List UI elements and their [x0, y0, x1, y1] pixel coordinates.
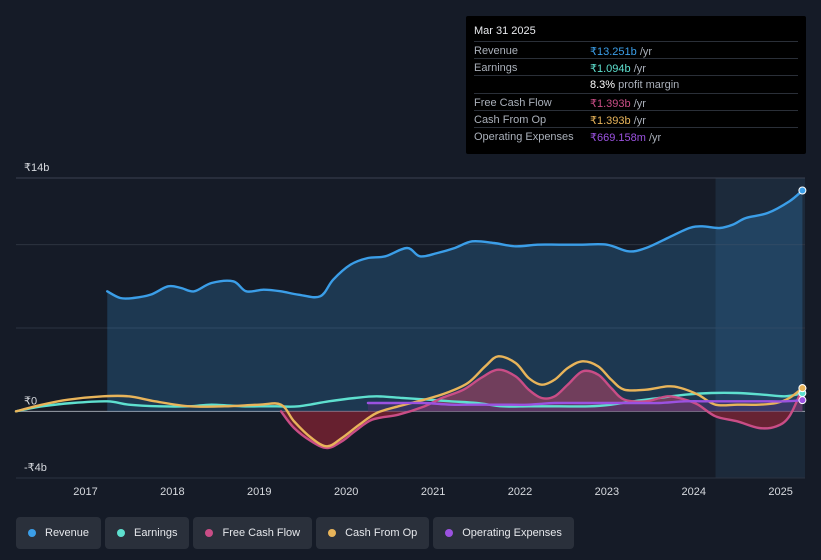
tooltip-row-value: 8.3% profit margin: [590, 79, 679, 91]
x-tick-label: 2021: [421, 486, 445, 498]
x-tick-label: 2018: [160, 486, 184, 498]
tooltip-value-suffix: /yr: [630, 63, 646, 76]
y-tick-label: -₹4b: [24, 462, 47, 474]
tooltip-value-suffix: /yr: [630, 97, 646, 110]
tooltip-row-label: Revenue: [474, 45, 519, 57]
x-tick-label: 2024: [682, 486, 706, 498]
tooltip-value-suffix: profit margin: [615, 79, 680, 92]
tooltip-row-value: ₹1.393b /yr: [590, 114, 646, 127]
operating-expenses-line: [366, 398, 804, 406]
tooltip-date: Mar 31 2025: [474, 25, 536, 37]
tooltip-row: Revenue ₹13.251b /yr: [474, 41, 798, 59]
tooltip-row-label: Operating Expenses: [474, 131, 574, 143]
legend-label: Operating Expenses: [462, 527, 562, 539]
x-tick-label: 2023: [595, 486, 619, 498]
x-tick-label: 2022: [508, 486, 532, 498]
revenue-area: [107, 190, 803, 412]
legend-dot-icon: [205, 529, 214, 537]
tooltip-row-value: ₹669.158m /yr: [590, 131, 661, 144]
operating-expenses-end-marker: [798, 396, 807, 405]
tooltip-row: Cash From Op ₹1.393b /yr: [474, 109, 798, 128]
legend-item-revenue[interactable]: Revenue: [16, 517, 102, 549]
tooltip-row-label: Cash From Op: [474, 113, 547, 126]
end-markers: [798, 186, 807, 405]
legend-item-operating-expenses[interactable]: Operating Expenses: [433, 517, 574, 549]
revenue-line: [106, 189, 804, 300]
cash-from-op-end-marker: [798, 384, 807, 393]
free-cash-flow-line: [279, 368, 804, 450]
legend-item-earnings[interactable]: Earnings: [105, 517, 190, 549]
legend-dot-icon: [28, 529, 36, 537]
y-axis: ₹14b ₹0 -₹4b: [24, 162, 49, 474]
tooltip-value-number: ₹1.393b: [590, 97, 631, 110]
series-lines: [14, 189, 804, 450]
tooltip-row: Free Cash Flow ₹1.393b /yr: [474, 92, 798, 111]
tooltip-row-value: ₹13.251b /yr: [590, 45, 652, 58]
tooltip-row-label: Free Cash Flow: [474, 96, 552, 109]
legend-label: Revenue: [45, 527, 90, 539]
legend-dot-icon: [328, 529, 337, 537]
tooltip-value-number: ₹669.158m: [590, 132, 646, 144]
tooltip-row-value: ₹1.094b /yr: [590, 62, 646, 75]
legend-label: Earnings: [134, 527, 178, 539]
tooltip-row: Earnings ₹1.094b /yr: [474, 58, 798, 76]
cash-from-op-line: [14, 355, 804, 448]
tooltip-value-number: 8.3%: [590, 79, 616, 92]
tooltip-value-suffix: /yr: [630, 114, 646, 127]
legend-dot-icon: [445, 529, 454, 537]
tooltip-value-suffix: /yr: [636, 46, 653, 58]
legend-item-cash-from-op[interactable]: Cash From Op: [316, 517, 430, 549]
x-axis: 2017 2018 2019 2020 2021 2022 2023 2024 2025: [73, 486, 793, 498]
x-tick-label: 2017: [73, 486, 97, 498]
tooltip-row: 8.3% profit margin: [474, 75, 798, 93]
tooltip-row: Operating Expenses ₹669.158m /yr: [474, 127, 798, 145]
tooltip-value-number: ₹1.393b: [590, 114, 631, 127]
x-tick-label: 2019: [247, 486, 271, 498]
legend-item-free-cash-flow[interactable]: Free Cash Flow: [193, 517, 313, 549]
y-tick-label: ₹14b: [24, 162, 49, 174]
legend-label: Free Cash Flow: [222, 527, 301, 539]
tooltip: Mar 31 2025 Revenue ₹13.251b /yr Earnings ₹…: [466, 16, 806, 154]
tooltip-value-suffix: /yr: [645, 132, 662, 144]
tooltip-value-number: ₹13.251b: [590, 46, 637, 58]
tooltip-row-value: ₹1.393b /yr: [590, 97, 646, 110]
y-tick-label: ₹0: [24, 395, 37, 407]
legend: Revenue Earnings Free Cash Flow Cash From O…: [16, 517, 574, 549]
series-areas: [107, 190, 803, 448]
tooltip-row-label: Earnings: [474, 62, 518, 75]
legend-dot-icon: [117, 529, 126, 537]
earnings-line: [14, 391, 804, 413]
x-tick-label: 2020: [334, 486, 358, 498]
x-tick-label: 2025: [768, 486, 792, 498]
free-cash-flow-area-positive: [281, 369, 803, 412]
revenue-end-marker: [798, 186, 807, 195]
legend-label: Cash From Op: [345, 527, 418, 539]
tooltip-value-number: ₹1.094b: [590, 63, 631, 76]
